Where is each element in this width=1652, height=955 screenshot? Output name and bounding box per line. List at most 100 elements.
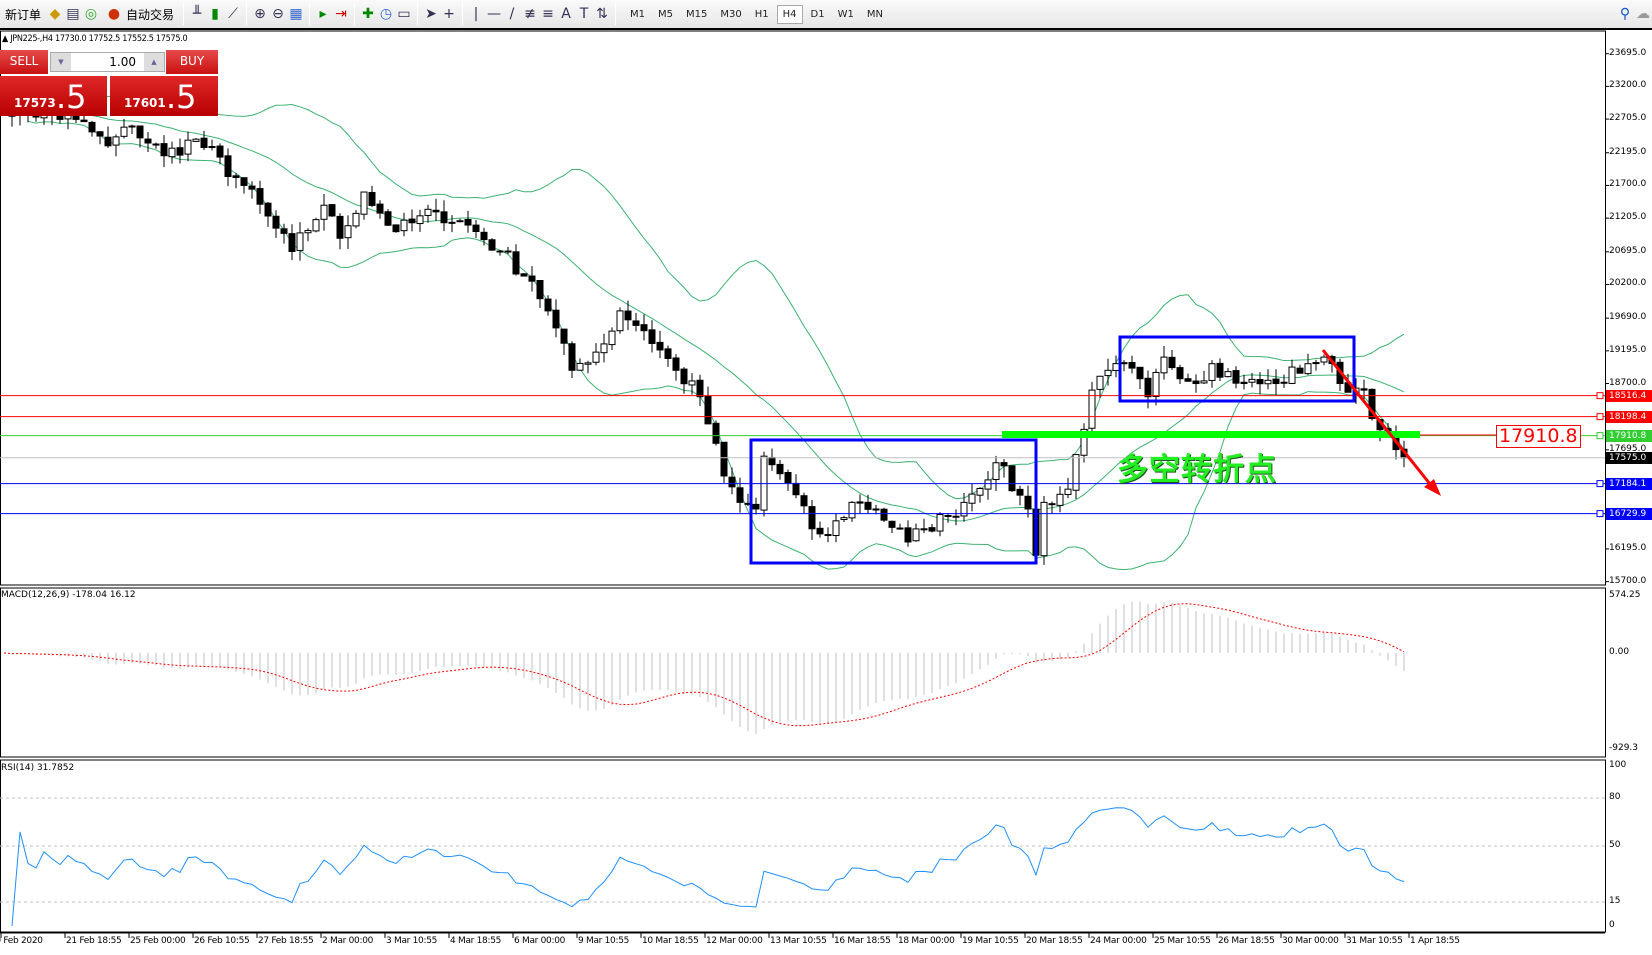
candle-body (1368, 388, 1376, 419)
auto-scroll-icon[interactable]: ▸ (319, 6, 327, 22)
chart-shift-icon[interactable]: ⇥ (335, 6, 347, 22)
horizontal-line-icon[interactable]: — (487, 6, 502, 22)
timeframe-h4[interactable]: H4 (776, 4, 803, 24)
candle-body (264, 202, 272, 217)
time-axis-label: 1 Apr 18:55 (1410, 936, 1460, 946)
candle-body (1360, 388, 1368, 391)
time-axis-label: 25 Feb 00:00 (130, 936, 186, 946)
candle-body (656, 341, 664, 351)
candle-body (904, 527, 912, 543)
candlestick-icon[interactable]: ▮ (211, 6, 219, 22)
level-anchor (1596, 480, 1604, 488)
candle-body (88, 121, 96, 133)
candle-body (552, 309, 560, 329)
timeframe-m5[interactable]: M5 (658, 8, 674, 20)
timeframe-bar: M1 M5 M15 M30 H1 H4 D1 W1 MN (620, 2, 893, 26)
time-axis-label: 31 Mar 10:55 (1346, 936, 1403, 946)
candle-body (368, 192, 376, 206)
periods-icon[interactable]: ◷ (379, 6, 393, 22)
vertical-line-icon[interactable]: | (473, 6, 479, 22)
zoom-out-icon[interactable]: ⊖ (272, 6, 284, 22)
lot-size-input[interactable]: 1.00 ▼ ▲ (50, 52, 165, 72)
time-axis-label: 27 Feb 18:55 (258, 936, 314, 946)
main-pane (0, 30, 1606, 586)
line-chart-icon[interactable]: ⟋ (228, 6, 238, 22)
price-label-annotation[interactable]: 17910.8 (1496, 425, 1581, 448)
candle-body (592, 351, 600, 363)
indicators-icon[interactable]: ✚ (362, 6, 374, 22)
cursor-icon[interactable]: ➤ (425, 6, 437, 22)
candle-body (792, 482, 800, 496)
candle-body (680, 368, 688, 385)
gold-bars-icon[interactable]: ◆ (49, 6, 61, 22)
candle-body (112, 136, 120, 146)
timeframe-d1[interactable]: D1 (810, 8, 825, 20)
macd-title: MACD(12,26,9) -178.04 16.12 (1, 590, 136, 600)
timeframe-m30[interactable]: M30 (720, 8, 742, 20)
candle-body (808, 506, 816, 530)
candle-body (664, 348, 672, 359)
level-anchor (1596, 392, 1604, 400)
candle-body (584, 362, 592, 365)
candle-body (480, 231, 488, 241)
timeframe-m1[interactable]: M1 (630, 8, 646, 20)
price-axis-label: 19690.0 (1609, 312, 1647, 323)
candle-body (128, 125, 136, 128)
timeframe-m15[interactable]: M15 (686, 8, 708, 20)
candle-body (728, 476, 736, 488)
candle-body (1264, 379, 1272, 385)
candle-body (176, 147, 184, 156)
buy-button[interactable]: BUY (166, 50, 218, 74)
candle-body (496, 250, 504, 253)
candle-body (1248, 378, 1256, 383)
signal-icon[interactable]: ◎ (84, 6, 98, 22)
candle-body (272, 215, 280, 229)
candle-body (1000, 462, 1008, 467)
candle-body (432, 209, 440, 213)
candle-body (1304, 363, 1312, 375)
level-label: 17575.0 (1606, 451, 1652, 464)
macd-pane (0, 587, 1606, 758)
search-icon[interactable]: ⚲ (1619, 6, 1631, 22)
chart-header: ▲ JPN225-,H4 17730.0 17752.5 17552.5 175… (2, 34, 188, 44)
time-axis-label: 30 Mar 00:00 (1282, 936, 1339, 946)
trendline-icon[interactable]: / (509, 6, 515, 22)
chat-icon[interactable]: ☁ (1636, 6, 1650, 22)
timeframe-mn[interactable]: MN (866, 8, 883, 20)
timeframe-h1[interactable]: H1 (754, 8, 769, 20)
candle-body (240, 177, 248, 186)
turning-point-annotation[interactable]: 多空转折点 (1117, 452, 1277, 488)
lot-decrease-button[interactable]: ▼ (51, 53, 71, 71)
text-label-icon[interactable]: T (579, 6, 589, 22)
level-label: 17184.1 (1606, 477, 1652, 490)
market-watch-icon[interactable]: ▤ (66, 6, 80, 22)
candle-body (944, 515, 952, 518)
auto-trade-button[interactable]: ● 自动交易 (100, 2, 179, 26)
text-icon[interactable]: A (561, 6, 571, 22)
time-axis-label: 9 Mar 10:55 (578, 936, 630, 946)
new-order-button[interactable]: 新订单 (0, 2, 46, 26)
bollinger-middle (27, 109, 1405, 522)
sell-button[interactable]: SELL (0, 50, 48, 74)
lot-increase-button[interactable]: ▲ (144, 53, 164, 71)
buy-price-button[interactable]: 17601.5 (110, 76, 218, 116)
candle-body (520, 273, 528, 277)
arrows-icon[interactable]: ⇅ (596, 6, 608, 22)
candle-body (1024, 495, 1032, 510)
candle-body (144, 138, 152, 144)
candle-body (776, 463, 784, 475)
crosshair-icon[interactable]: + (443, 6, 455, 22)
timeframe-w1[interactable]: W1 (837, 8, 854, 20)
candle-body (1168, 356, 1176, 369)
toolbar: 新订单 ◆ ▤ ◎ ● 自动交易 ╨ ▮ ⟋ ⊕ ⊖ ▦ ▸ ⇥ ✚ ◷ ▭ ➤ … (0, 0, 1652, 30)
zoom-in-icon[interactable]: ⊕ (254, 6, 266, 22)
templates-icon[interactable]: ▭ (397, 6, 411, 22)
candle-body (1224, 371, 1232, 378)
fibonacci-icon[interactable]: ≢ (524, 6, 536, 22)
tile-windows-icon[interactable]: ▦ (289, 6, 303, 22)
fibo-fan-icon[interactable]: ≡ (542, 6, 554, 22)
sell-price-button[interactable]: 17573.5 (0, 76, 107, 116)
bar-chart-icon[interactable]: ╨ (192, 6, 202, 22)
candle-body (1136, 366, 1144, 380)
